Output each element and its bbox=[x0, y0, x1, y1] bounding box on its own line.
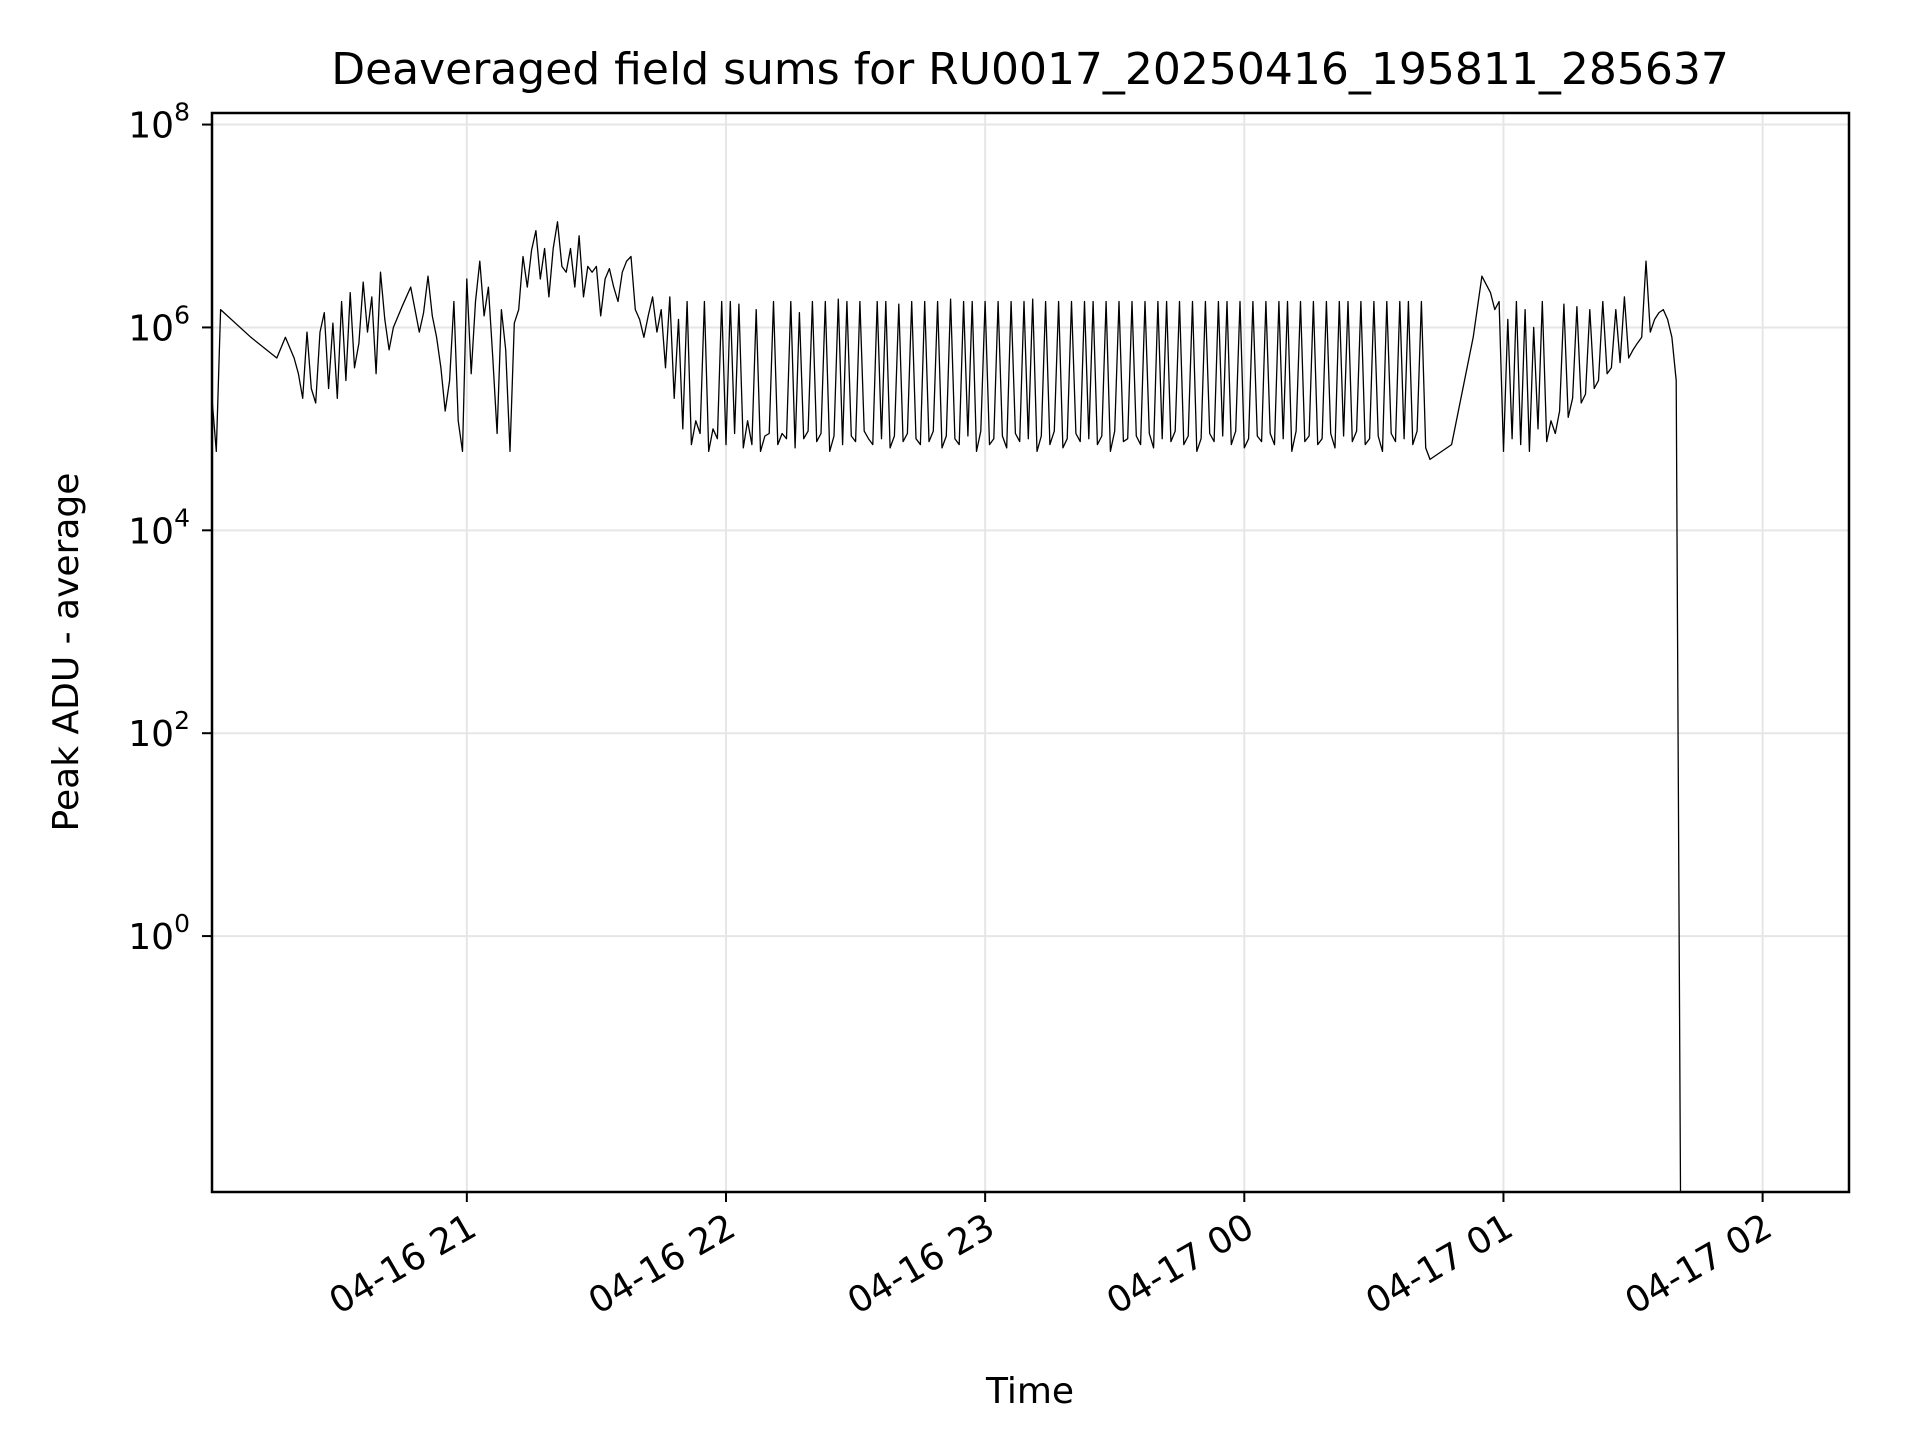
y-tick-label: 102 bbox=[128, 706, 190, 755]
y-tick-exponent: 8 bbox=[174, 98, 190, 127]
y-tick-base: 10 bbox=[128, 511, 174, 552]
y-axis-label: Peak ADU - average bbox=[46, 473, 87, 832]
y-tick-label: 108 bbox=[128, 98, 190, 147]
plot-frame bbox=[210, 111, 1851, 1194]
y-tick-label: 104 bbox=[128, 503, 190, 552]
chart-title: Deaveraged field sums for RU0017_2025041… bbox=[331, 44, 1729, 95]
y-tick-exponent: 4 bbox=[174, 503, 190, 532]
x-axis-label: Time bbox=[985, 1371, 1074, 1412]
y-tick-label: 106 bbox=[128, 300, 190, 349]
y-tick-base: 10 bbox=[128, 308, 174, 349]
y-tick-exponent: 6 bbox=[174, 300, 190, 329]
y-tick-base: 10 bbox=[128, 714, 174, 755]
y-tick-base: 10 bbox=[128, 106, 174, 147]
y-tick-base: 10 bbox=[128, 917, 174, 958]
y-tick-exponent: 2 bbox=[174, 706, 190, 735]
series-line bbox=[211, 221, 1682, 1193]
y-tick-exponent: 0 bbox=[174, 909, 190, 938]
series-layer bbox=[211, 221, 1682, 1193]
y-tick-label: 100 bbox=[128, 909, 190, 958]
